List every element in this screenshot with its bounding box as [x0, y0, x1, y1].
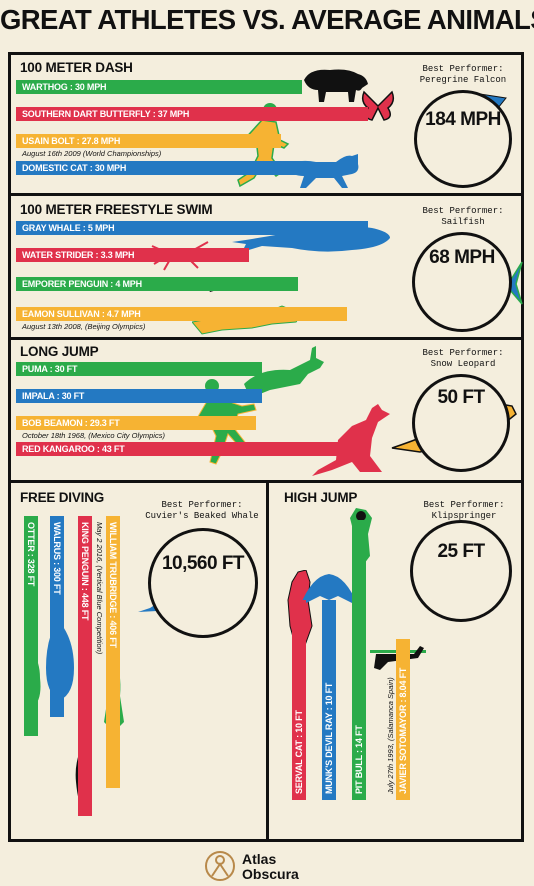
data-bar: [16, 307, 347, 321]
best-performer-value: 25 FT: [437, 541, 485, 562]
data-bar: [16, 248, 249, 262]
best-performer-circle: 50 FT: [412, 374, 510, 472]
data-bar: [16, 107, 368, 121]
brand-name-line2: Obscura: [242, 866, 299, 882]
data-bar-note: July 27th 1993, (Salamanca Spain): [386, 677, 395, 794]
data-bar-note: August 16th 2009 (World Championships): [22, 149, 162, 158]
data-bar-label: PIT BULL : 14 FT: [354, 725, 364, 794]
section-title: HIGH JUMP: [284, 490, 358, 505]
section-divider: [266, 481, 269, 842]
butterfly-icon: [361, 90, 395, 121]
kangaroo-icon: [312, 404, 390, 476]
infographic-title: GREAT ATHLETES VS. AVERAGE ANIMALS: [0, 4, 534, 35]
data-bar-label: IMPALA : 30 FT: [22, 391, 85, 401]
best-performer-circle: 68 MPH: [412, 232, 512, 332]
best-performer-value: 50 FT: [437, 387, 485, 408]
warthog-icon: [304, 69, 368, 102]
data-bar: [322, 600, 336, 800]
best-performer-name: Snow Leopard: [430, 359, 496, 369]
data-bar: [352, 520, 366, 800]
section-title: FREE DIVING: [20, 490, 105, 505]
data-bar-label: RED KANGAROO : 43 FT: [22, 444, 125, 454]
data-bar: [16, 80, 302, 94]
data-bar-label: DOMESTIC CAT : 30 MPH: [22, 163, 127, 173]
best-performer-label: Best Performer: Sailfish: [415, 206, 511, 228]
data-bar-label: GRAY WHALE : 5 MPH: [22, 223, 115, 233]
data-bar-label: WALRUS : 300 FT: [52, 522, 62, 595]
section-title: 100 METER FREESTYLE SWIM: [20, 202, 213, 217]
brand-name-line1: Atlas: [242, 851, 277, 867]
data-bar-label: USAIN BOLT : 27.8 MPH: [22, 136, 121, 146]
best-performer-value: 10,560 FT: [161, 553, 245, 574]
section-divider: [8, 193, 524, 196]
best-performer-caption: Best Performer:: [422, 348, 504, 358]
best-performer-name: Klipspringer: [431, 511, 497, 521]
best-performer-label: Best Performer: Peregrine Falcon: [415, 64, 511, 86]
devil-ray-icon: [300, 574, 358, 606]
data-bar-label: EAMON SULLIVAN : 4.7 MPH: [22, 309, 141, 319]
data-bar-label: JAVIER SOTOMAYOR : 8.04 FT: [398, 667, 408, 794]
data-bar-note: August 13th 2008, (Beijing Olympics): [22, 322, 146, 331]
data-bar: [16, 362, 262, 376]
best-performer-name: Cuvier's Beaked Whale: [145, 511, 259, 521]
best-performer-circle: 10,560 FT: [148, 528, 258, 638]
data-bar: [16, 416, 256, 430]
data-bar-label: OTTER : 328 FT: [26, 522, 36, 587]
data-bar: [16, 221, 368, 235]
footer: Atlas Obscura: [0, 848, 534, 886]
section-title: LONG JUMP: [20, 344, 99, 359]
data-bar: [78, 516, 92, 816]
best-performer-caption: Best Performer:: [422, 64, 504, 74]
data-bar: [16, 277, 298, 291]
data-bar-note: May 2 2016, (Vertical Blue Competition): [95, 522, 104, 655]
best-performer-name: Peregrine Falcon: [419, 75, 507, 85]
data-bar-note: October 18th 1968, (Mexico City Olympics…: [22, 431, 165, 440]
data-bar: [24, 516, 38, 736]
cat-icon: [284, 154, 359, 188]
data-bar: [16, 389, 262, 403]
data-bar: [16, 442, 368, 456]
data-bar-label: SOUTHERN DART BUTTERFLY : 37 MPH: [22, 109, 190, 119]
best-performer-label: Best Performer: Klipspringer: [412, 500, 516, 522]
section-divider: [8, 337, 524, 340]
data-bar: [50, 516, 64, 717]
best-performer-name: Sailfish: [441, 217, 485, 227]
impala-icon: [244, 346, 324, 398]
best-performer-label: Best Performer: Snow Leopard: [415, 348, 511, 370]
data-bar-label: EMPORER PENGUIN : 4 MPH: [22, 279, 142, 289]
data-bar: [396, 639, 410, 800]
best-performer-value: 184 MPH: [425, 109, 501, 130]
best-performer-caption: Best Performer:: [161, 500, 243, 510]
best-performer-caption: Best Performer:: [423, 500, 505, 510]
section-title: 100 METER DASH: [20, 60, 133, 75]
best-performer-value: 68 MPH: [429, 247, 495, 268]
data-bar-label: WARTHOG : 30 MPH: [22, 82, 107, 92]
data-bar: [106, 516, 120, 788]
data-bar-label: SERVAL CAT : 10 FT: [294, 710, 304, 794]
data-bar-label: BOB BEAMON : 29.3 FT: [22, 418, 120, 428]
data-bar-label: KING PENGUIN : 448 FT: [80, 522, 90, 621]
best-performer-caption: Best Performer:: [422, 206, 504, 216]
best-performer-circle: 25 FT: [410, 520, 512, 622]
data-bar-label: PUMA : 30 FT: [22, 364, 78, 374]
data-bar: [16, 134, 281, 148]
data-bar-label: WATER STRIDER : 3.3 MPH: [22, 250, 135, 260]
atlas-obscura-logo-icon: [205, 851, 235, 881]
data-bar: [292, 600, 306, 800]
best-performer-label: Best Performer: Cuvier's Beaked Whale: [140, 500, 264, 522]
data-bar-label: MUNK'S DEVIL RAY : 10 FT: [324, 682, 334, 794]
data-bar-label: WILLIAM TRUBRIDGE : 406 FT: [108, 522, 118, 648]
best-performer-circle: 184 MPH: [414, 90, 512, 188]
data-bar: [16, 161, 302, 175]
